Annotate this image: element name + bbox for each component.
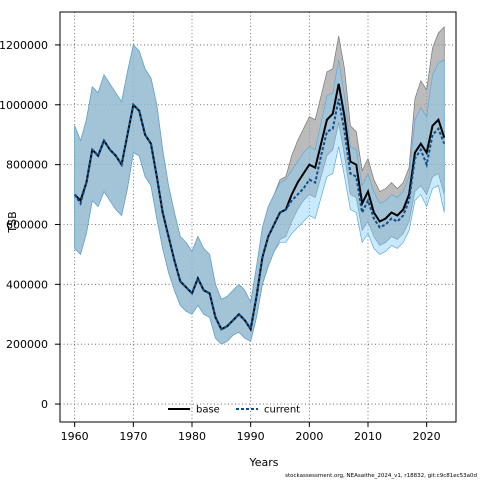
- x-tick-label: 1960: [61, 430, 89, 443]
- x-tick-label: 1980: [178, 430, 206, 443]
- legend: base current: [168, 405, 300, 416]
- current-series-line: [73, 98, 446, 332]
- legend-base-label: base: [196, 405, 220, 416]
- footer-credit: stockassessment.org, NEAsaithe_2024_v1, …: [285, 473, 477, 479]
- y-axis-title: TSB: [6, 211, 19, 233]
- x-tick-label: 2010: [354, 430, 382, 443]
- y-tick-label: 400000: [6, 278, 48, 291]
- x-axis-title: Years: [248, 456, 278, 469]
- x-tick-label: 1970: [119, 430, 147, 443]
- series-lines: [73, 83, 446, 332]
- y-tick-label: 200000: [6, 338, 48, 351]
- y-tick-label: 1000000: [0, 99, 48, 112]
- confidence-bands: [74, 26, 445, 345]
- x-tick-label: 1990: [237, 430, 265, 443]
- y-tick-label: 800000: [6, 159, 48, 172]
- legend-current-label: current: [264, 405, 300, 416]
- plot-frame: [59, 11, 457, 423]
- y-axis-ticks: 0 200000 400000 600000 800000 1000000 1200000: [0, 39, 60, 411]
- y-tick-label: 0: [41, 398, 48, 411]
- x-tick-label: 2020: [413, 430, 441, 443]
- x-tick-label: 2000: [295, 430, 323, 443]
- y-tick-label: 1200000: [0, 39, 48, 52]
- y-tick-label: 600000: [6, 218, 48, 231]
- x-axis-ticks: 1960 1970 1980 1990 2000 2010 2020: [61, 422, 441, 443]
- current-confidence-band: [74, 44, 445, 345]
